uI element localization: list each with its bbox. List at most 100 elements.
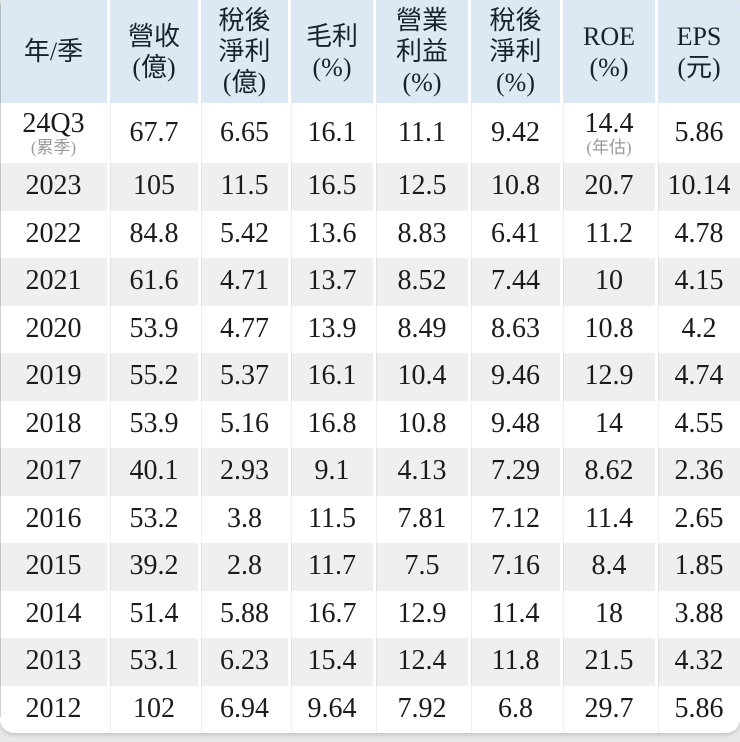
table-cell: 4.74 bbox=[655, 353, 740, 401]
cell-value: 2014 bbox=[25, 597, 82, 629]
cell-value: 2015 bbox=[25, 550, 82, 582]
cell-value: 10.8 bbox=[491, 170, 540, 202]
cell-value: 4.15 bbox=[674, 265, 724, 297]
cell-value: 7.5 bbox=[404, 550, 440, 582]
cell-value: 24Q3 bbox=[22, 107, 85, 139]
table-cell: 2013 bbox=[0, 638, 107, 686]
cell-value: 12.4 bbox=[397, 645, 447, 677]
cell-value: 2017 bbox=[25, 455, 82, 487]
header-cell-after-tax-profit-billion: 稅後 淨利 (億) bbox=[198, 0, 288, 103]
cell-value: 5.37 bbox=[220, 360, 269, 392]
cell-value: 14 bbox=[595, 407, 623, 439]
header-label: 毛利 bbox=[305, 21, 358, 51]
table-cell: 2.36 bbox=[655, 448, 740, 496]
cell-value: 11.1 bbox=[398, 116, 446, 148]
cell-value: 6.41 bbox=[491, 217, 540, 249]
table-cell: 9.1 bbox=[288, 448, 373, 496]
header-label: (%) bbox=[312, 52, 352, 82]
cell-value: 11.8 bbox=[491, 645, 540, 677]
cell-value: 5.86 bbox=[674, 692, 724, 724]
table-cell: 2020 bbox=[0, 306, 107, 354]
cell-value: 51.4 bbox=[129, 597, 179, 629]
table-cell: 2016 bbox=[0, 496, 107, 544]
cell-value: 10.8 bbox=[397, 407, 447, 439]
table-cell: 5.86 bbox=[655, 103, 740, 163]
cell-value: 102 bbox=[133, 692, 175, 724]
cell-value: 13.9 bbox=[307, 312, 357, 344]
header-label: 淨利 bbox=[218, 37, 271, 66]
cell-value: 4.77 bbox=[220, 312, 269, 344]
table-cell: 55.2 bbox=[107, 353, 198, 401]
cell-value: 9.46 bbox=[491, 360, 540, 392]
cell-value: 4.2 bbox=[681, 312, 717, 344]
header-cell-year-quarter: 年/季 bbox=[0, 0, 107, 103]
cell-value: 4.71 bbox=[220, 265, 269, 297]
cell-value: 16.5 bbox=[307, 170, 357, 202]
table-cell: 10.8 bbox=[560, 305, 655, 353]
table-cell: 7.29 bbox=[468, 448, 560, 496]
cell-value: 8.49 bbox=[397, 312, 447, 344]
cell-value: 2.93 bbox=[220, 455, 269, 487]
table-cell: 13.9 bbox=[288, 305, 373, 353]
cell-value: 6.94 bbox=[220, 692, 269, 724]
header-label: 年/季 bbox=[23, 37, 84, 66]
cell-value: 2022 bbox=[25, 217, 82, 249]
cell-value: 2018 bbox=[25, 407, 82, 439]
cell-value: 84.8 bbox=[129, 217, 179, 249]
cell-value: 9.48 bbox=[491, 407, 540, 439]
table-cell: 16.8 bbox=[288, 400, 373, 448]
header-label: 稅後 bbox=[218, 6, 271, 35]
table-cell: 16.1 bbox=[288, 353, 373, 401]
table-cell: 21.5 bbox=[560, 638, 655, 686]
header-cell-roe-pct: ROE (%) bbox=[560, 0, 655, 103]
table-cell: 7.81 bbox=[373, 495, 468, 543]
cell-value: 2019 bbox=[25, 360, 82, 392]
cell-value: 5.88 bbox=[220, 597, 269, 629]
table-row-2015: 2015 39.2 2.8 11.7 7.5 7.16 8.4 1.85 bbox=[0, 543, 740, 591]
cell-value: 53.9 bbox=[129, 312, 179, 344]
header-cell-revenue-billion: 營收 (億) bbox=[107, 0, 198, 103]
table-cell: 8.63 bbox=[468, 305, 560, 353]
cell-value: 4.74 bbox=[674, 360, 724, 392]
table-cell: 53.2 bbox=[107, 495, 198, 543]
table-cell: 4.13 bbox=[373, 448, 468, 496]
table-cell: 4.32 bbox=[655, 638, 740, 686]
cell-value: 18 bbox=[595, 597, 623, 629]
table-cell: 2.93 bbox=[198, 448, 288, 496]
table-cell: 10.4 bbox=[373, 353, 468, 401]
header-label: 利益 bbox=[395, 37, 448, 66]
table-cell: 9.46 bbox=[468, 353, 560, 401]
header-cell-eps-ntd: EPS (元) bbox=[655, 0, 740, 103]
cell-value: 8.63 bbox=[491, 312, 540, 344]
header-label: 營收 bbox=[127, 21, 180, 51]
cell-value: 10.8 bbox=[584, 312, 634, 344]
cell-value: 15.4 bbox=[307, 645, 357, 677]
cell-value: 10.4 bbox=[397, 360, 447, 392]
cell-value: 53.2 bbox=[129, 502, 179, 534]
cell-value: 13.6 bbox=[307, 217, 357, 249]
table-cell: 6.8 bbox=[468, 685, 560, 733]
header-label: EPS bbox=[676, 21, 722, 51]
table-cell: 4.15 bbox=[655, 258, 740, 306]
table-row-2013: 2013 53.1 6.23 15.4 12.4 11.8 21.5 4.32 bbox=[0, 638, 740, 686]
cell-value: 53.9 bbox=[129, 407, 179, 439]
table-cell: 4.2 bbox=[655, 305, 740, 353]
cell-value: 2023 bbox=[25, 170, 82, 202]
table-cell: 67.7 bbox=[107, 103, 198, 163]
cell-value: 7.29 bbox=[491, 455, 540, 487]
table-row-2016: 2016 53.2 3.8 11.5 7.81 7.12 11.4 2.65 bbox=[0, 495, 740, 544]
table-cell: 2021 bbox=[0, 258, 107, 306]
table-cell: 8.62 bbox=[560, 448, 655, 496]
table-cell: 2022 bbox=[0, 211, 107, 259]
table-cell: 11.1 bbox=[373, 103, 468, 163]
table-cell: 11.5 bbox=[198, 163, 288, 211]
cell-value: 39.2 bbox=[129, 550, 179, 582]
table-cell: 2023 bbox=[0, 163, 107, 211]
cell-value: 6.65 bbox=[220, 116, 269, 148]
table-body: 24Q3 (累季) 67.7 6.65 16.1 11.1 9.42 14.4 (年估) 5.86… bbox=[0, 103, 740, 733]
table-cell: 18 bbox=[560, 590, 655, 638]
table-cell: 16.1 bbox=[288, 103, 373, 163]
table-cell: 11.2 bbox=[560, 210, 655, 258]
table-cell: 6.94 bbox=[198, 685, 288, 733]
table-cell: 4.78 bbox=[655, 210, 740, 258]
